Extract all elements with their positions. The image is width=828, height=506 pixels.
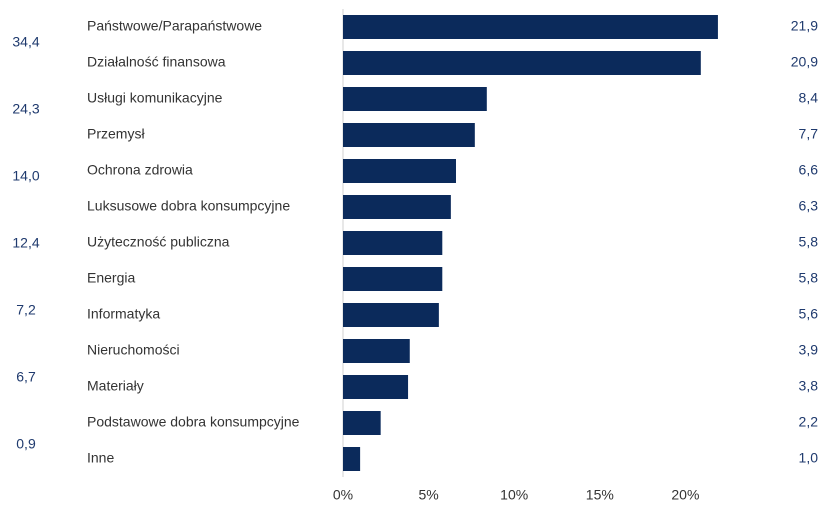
value-label: 8,4 [799,90,819,106]
bar [343,447,361,471]
bar [343,303,439,327]
value-label: 2,2 [799,414,819,430]
bar [343,375,409,399]
bar [343,411,381,435]
side-label: 12,4 [12,235,39,251]
bar [343,231,443,255]
category-label: Inne [87,450,114,466]
category-label: Nieruchomości [87,342,180,358]
value-label: 3,9 [799,342,819,358]
category-label: Przemysł [87,126,145,142]
value-label: 3,8 [799,378,819,394]
bar [343,123,475,147]
x-tick-label: 0% [333,487,353,503]
side-label: 6,7 [16,369,36,385]
x-tick-label: 5% [418,487,438,503]
value-label: 5,8 [799,270,819,286]
bar [343,87,487,111]
category-label: Działalność finansowa [87,54,226,70]
x-tick-label: 15% [586,487,614,503]
value-label: 6,3 [799,198,819,214]
x-tick-label: 20% [671,487,699,503]
category-label: Użyteczność publiczna [87,234,230,250]
value-label: 7,7 [799,126,819,142]
side-label: 7,2 [16,302,36,318]
side-label: 14,0 [12,168,39,184]
bar [343,267,443,291]
bar [343,51,701,75]
bar [343,159,456,183]
category-label: Materiały [87,378,144,394]
category-label: Informatyka [87,306,160,322]
category-label: Państwowe/Parapaństwowe [87,18,262,34]
bar [343,339,410,363]
bar [343,195,451,219]
category-label: Energia [87,270,135,286]
bar [343,15,718,39]
value-label: 5,8 [799,234,819,250]
category-label: Usługi komunikacyjne [87,90,223,106]
category-label: Podstawowe dobra konsumpcyjne [87,414,300,430]
x-tick-label: 10% [500,487,528,503]
side-label: 0,9 [16,436,36,452]
value-label: 6,6 [799,162,819,178]
category-label: Ochrona zdrowia [87,162,193,178]
side-label: 34,4 [12,34,39,50]
value-label: 20,9 [791,54,818,70]
category-label: Luksusowe dobra konsumpcyjne [87,198,290,214]
value-label: 5,6 [799,306,819,322]
value-label: 1,0 [799,450,819,466]
side-label: 24,3 [12,101,39,117]
value-label: 21,9 [791,18,818,34]
